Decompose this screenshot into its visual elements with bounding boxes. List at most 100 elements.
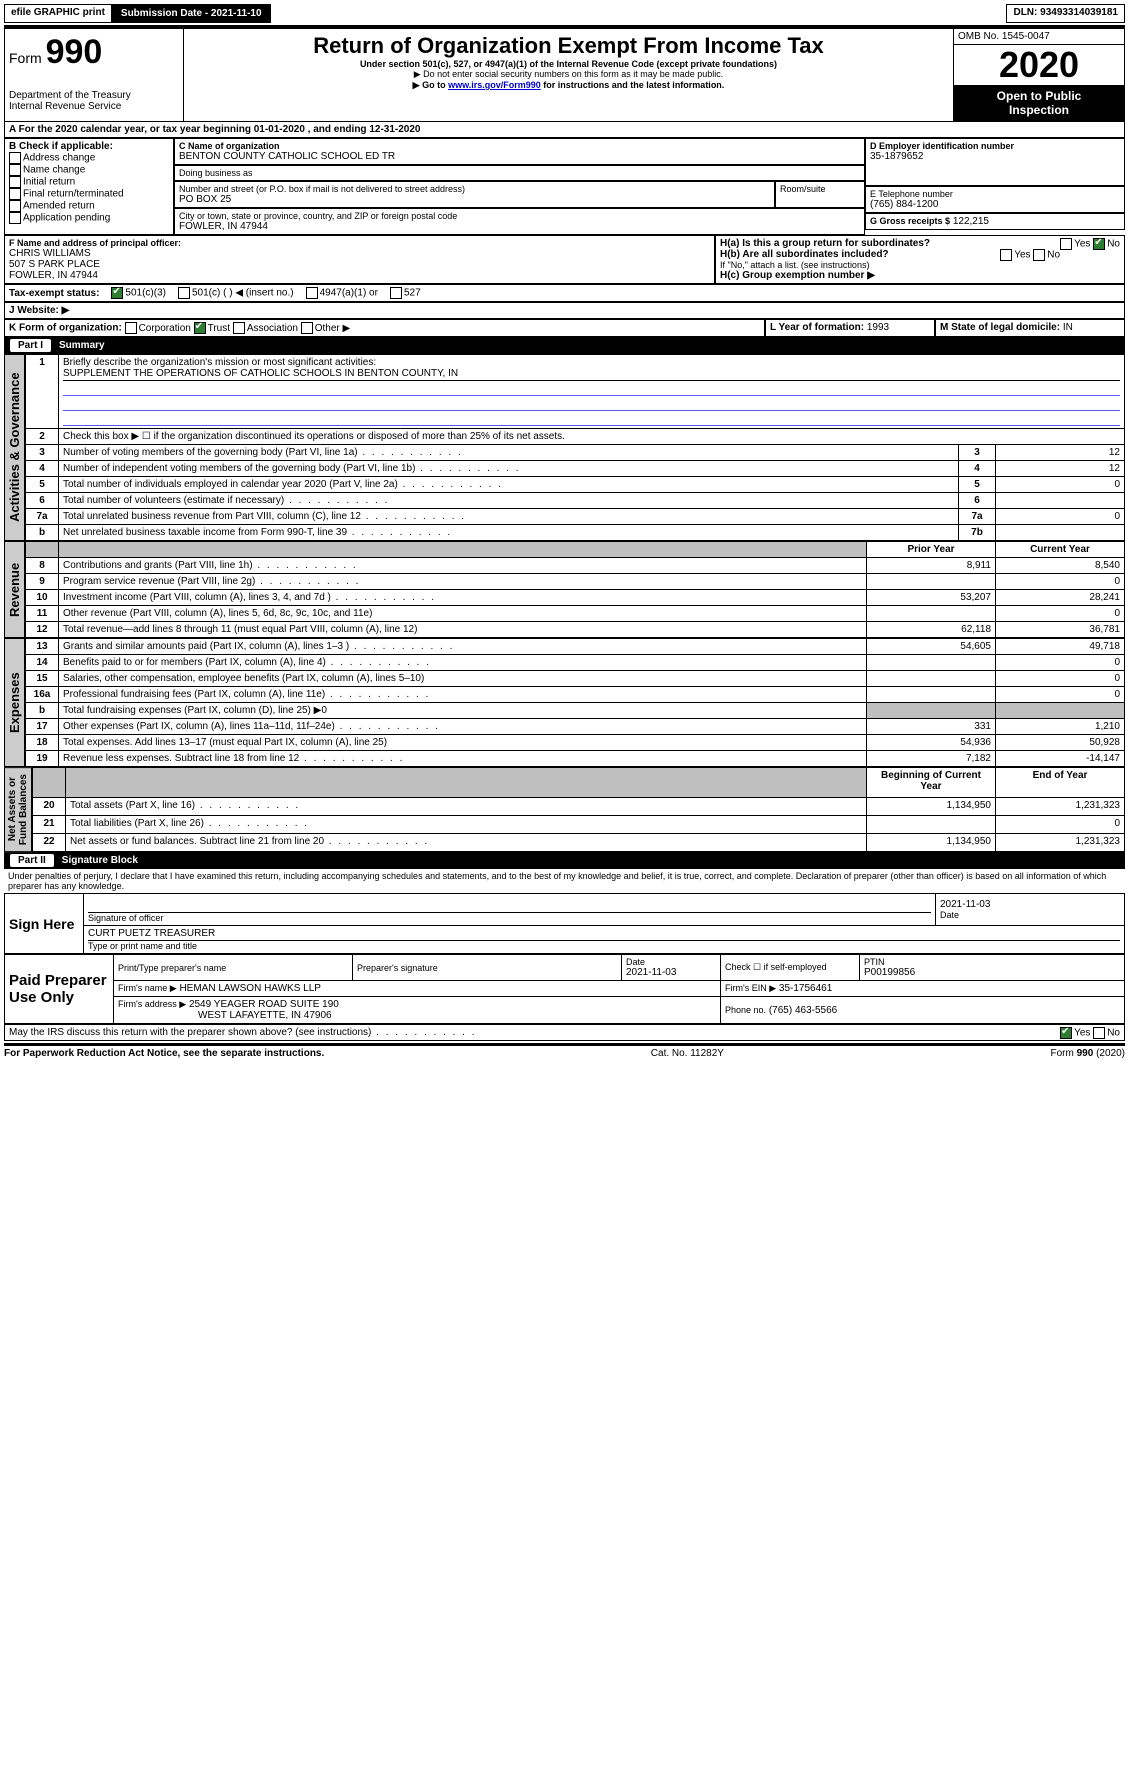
form990-link[interactable]: www.irs.gov/Form990 (448, 80, 541, 90)
opt-application-pending[interactable]: Application pending (9, 212, 169, 224)
l7a: Total unrelated business revenue from Pa… (59, 509, 959, 525)
opt-label: Corporation (139, 323, 191, 334)
h-c: H(c) Group exemption number ▶ (720, 270, 1120, 281)
opt-label: Amended return (23, 201, 95, 212)
net-assets-table: Beginning of Current YearEnd of Year 20T… (32, 767, 1125, 852)
e22: 1,231,323 (996, 834, 1125, 852)
v3: 12 (996, 445, 1125, 461)
v4: 12 (996, 461, 1125, 477)
p14 (867, 655, 996, 671)
footer-mid: Cat. No. 11282Y (651, 1048, 724, 1059)
v7a: 0 (996, 509, 1125, 525)
sub3-post: for instructions and the latest informat… (541, 80, 725, 90)
opt-label: Trust (208, 323, 230, 334)
d-label: D Employer identification number (870, 141, 1120, 151)
l10: Investment income (Part VIII, column (A)… (59, 590, 867, 606)
opt-assoc[interactable]: Association (233, 323, 298, 334)
l17: Other expenses (Part IX, column (A), lin… (59, 719, 867, 735)
yes-label: Yes (1014, 250, 1030, 261)
e-label: E Telephone number (870, 189, 1120, 199)
opt-label: Name change (23, 165, 85, 176)
c12: 36,781 (996, 622, 1125, 638)
opt-initial-return[interactable]: Initial return (9, 176, 169, 188)
addr-label: Number and street (or P.O. box if mail i… (179, 184, 770, 194)
opt-label: Final return/terminated (23, 189, 124, 200)
c10: 28,241 (996, 590, 1125, 606)
efile-label: efile GRAPHIC print (4, 4, 112, 23)
v6 (996, 493, 1125, 509)
col-prior: Prior Year (867, 542, 996, 558)
p15 (867, 671, 996, 687)
ptin-value: P00199856 (864, 967, 1120, 978)
city-label: City or town, state or province, country… (179, 211, 860, 221)
c14: 0 (996, 655, 1125, 671)
prep-name-label: Print/Type preparer's name (114, 955, 353, 981)
prep-sig-label: Preparer's signature (353, 955, 622, 981)
col-beg: Beginning of Current Year (867, 768, 996, 798)
dln: DLN: 93493314039181 (1006, 4, 1125, 23)
org-name: BENTON COUNTY CATHOLIC SCHOOL ED TR (179, 151, 860, 162)
firm-addr2: WEST LAFAYETTE, IN 47906 (198, 1010, 332, 1021)
self-employed: Check ☐ if self-employed (721, 955, 860, 981)
opt-4947[interactable]: 4947(a)(1) or (306, 287, 378, 299)
j-website: J Website: ▶ (4, 302, 1125, 319)
ptin-label: PTIN (864, 957, 1120, 967)
opt-label: 4947(a)(1) or (320, 288, 378, 299)
l22: Net assets or fund balances. Subtract li… (66, 834, 867, 852)
c19: -14,147 (996, 751, 1125, 767)
tab-governance: Activities & Governance (4, 354, 25, 541)
phone-label: Phone no. (725, 1005, 766, 1015)
tax-year: 2020 (954, 45, 1124, 85)
k-label: K Form of organization: (9, 323, 122, 334)
form-number: 990 (46, 33, 103, 71)
l6: Total number of volunteers (estimate if … (59, 493, 959, 509)
l-val: 1993 (867, 322, 889, 333)
opt-527[interactable]: 527 (390, 287, 421, 299)
p19: 7,182 (867, 751, 996, 767)
c8: 8,540 (996, 558, 1125, 574)
opt-label: 527 (404, 288, 421, 299)
revenue-table: Prior YearCurrent Year 8Contributions an… (25, 541, 1125, 638)
no-label: No (1047, 250, 1060, 261)
h-a: H(a) Is this a group return for subordin… (720, 238, 1120, 249)
prep-date: 2021-11-03 (626, 967, 716, 978)
expenses-table: 13Grants and similar amounts paid (Part … (25, 638, 1125, 767)
no-label: No (1107, 239, 1120, 250)
dept-treasury: Department of the Treasury Internal Reve… (9, 90, 179, 112)
opt-other[interactable]: Other ▶ (301, 323, 350, 334)
p13: 54,605 (867, 639, 996, 655)
opt-amended[interactable]: Amended return (9, 200, 169, 212)
l5: Total number of individuals employed in … (59, 477, 959, 493)
paid-preparer-label: Paid Preparer Use Only (5, 955, 114, 1024)
opt-name-change[interactable]: Name change (9, 164, 169, 176)
opt-final-return[interactable]: Final return/terminated (9, 188, 169, 200)
governance-table: 1 Briefly describe the organization's mi… (25, 354, 1125, 541)
opt-501c3[interactable]: 501(c)(3) (111, 287, 166, 299)
date-label: Date (940, 910, 1120, 920)
e20: 1,231,323 (996, 798, 1125, 816)
ein-value: 35-1879652 (870, 151, 1120, 162)
v7b (996, 525, 1125, 541)
opt-label: Address change (23, 153, 95, 164)
p16a (867, 687, 996, 703)
firm-phone: (765) 463-5566 (769, 1005, 837, 1016)
l11: Other revenue (Part VIII, column (A), li… (59, 606, 867, 622)
p12: 62,118 (867, 622, 996, 638)
opt-label: Association (247, 323, 298, 334)
opt-label: 501(c)(3) (125, 288, 166, 299)
opt-corp[interactable]: Corporation (125, 323, 191, 334)
opt-label: Other ▶ (315, 323, 350, 334)
opt-label: Initial return (23, 177, 75, 188)
officer-name: CHRIS WILLIAMS (9, 248, 710, 259)
opt-address-change[interactable]: Address change (9, 152, 169, 164)
l8: Contributions and grants (Part VIII, lin… (59, 558, 867, 574)
c15: 0 (996, 671, 1125, 687)
form-title: Return of Organization Exempt From Incom… (188, 33, 949, 59)
opt-trust[interactable]: Trust (194, 323, 230, 334)
m-val: IN (1063, 322, 1073, 333)
opt-501c[interactable]: 501(c) ( ) ◀ (insert no.) (178, 287, 294, 299)
room-label: Room/suite (780, 184, 860, 194)
efile-header: efile GRAPHIC print Submission Date - 20… (4, 4, 1125, 23)
no-label: No (1107, 1028, 1120, 1039)
b20: 1,134,950 (867, 798, 996, 816)
